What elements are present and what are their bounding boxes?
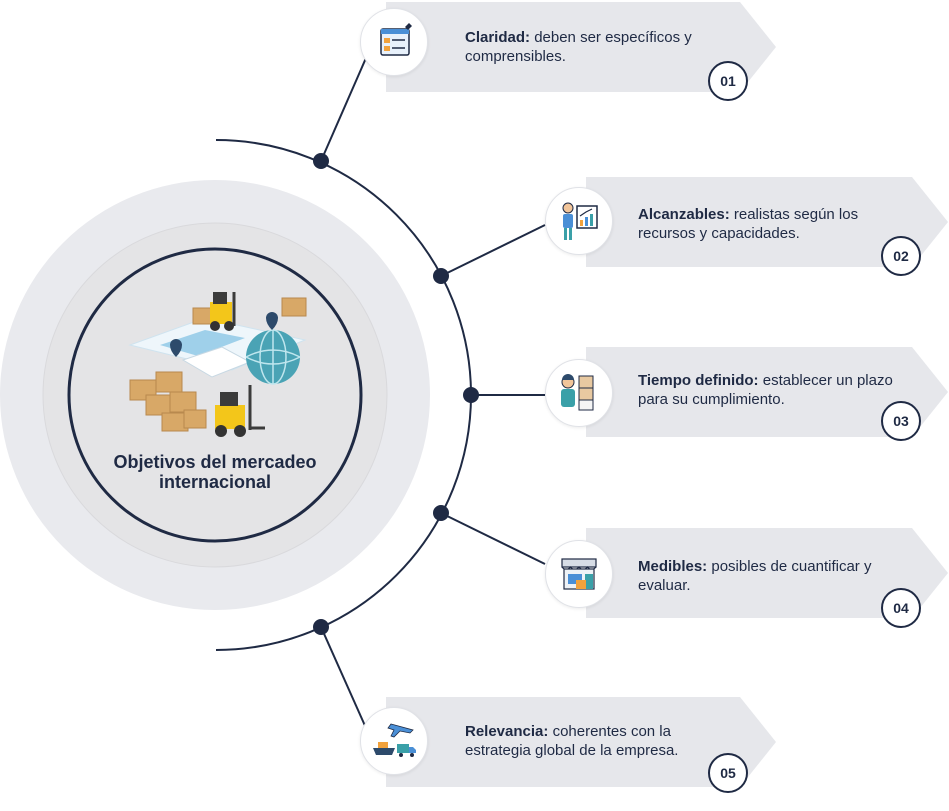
item-03-number-badge: 03 [881,401,921,441]
item-01-term: Claridad: [465,29,531,46]
item-02-text: Alcanzables: realistas según los recurso… [638,205,888,243]
bar-01 [386,2,776,92]
bar-03 [586,347,948,437]
item-04-icon-disc [545,540,613,608]
item-01-text: Claridad: deben ser específicos y compre… [465,28,715,66]
center-title-line1: Objetivos del mercadeo [113,452,317,472]
center-title: Objetivos del mercadeo internacional [95,452,335,492]
item-05-description: coherentes con la estrategia global de l… [465,723,679,759]
item-03-text: Tiempo definido: establecer un plazo par… [638,371,908,409]
connector-line-04 [440,512,546,565]
item-03-icon-disc [545,359,613,427]
item-05-term: Relevancia: [465,723,549,740]
item-01-number-badge: 01 [708,61,748,101]
item-04-description: posibles de cuantificar y evaluar. [638,558,872,594]
item-04-term: Medibles: [638,558,708,575]
connector-dot-01 [313,153,329,169]
storefront-icon [561,558,597,590]
connector-dot-03 [463,387,479,403]
bar-05 [386,697,776,787]
connector-line-02 [440,224,546,277]
item-02-icon-disc [545,187,613,255]
item-03-term: Tiempo definido: [638,372,759,389]
bar-04 [586,528,948,618]
presenter-growth-chart-icon [562,202,598,240]
inner-navy-ring [67,247,363,543]
form-clipboard-icon [380,23,412,56]
center-title-line2: internacional [158,472,272,492]
worker-boxes-icon [561,374,594,411]
plane-ship-truck-icon [373,723,416,757]
item-01-icon-disc [360,8,428,76]
item-04-text: Medibles: posibles de cuantificar y eval… [638,557,898,595]
connector-dot-05 [313,619,329,635]
logistics-illustration [128,292,307,437]
inner-disc [42,222,388,568]
item-05-icon-disc [360,707,428,775]
item-02-term: Alcanzables: [638,206,730,223]
bar-02 [586,177,948,267]
connector-line-01 [320,57,367,162]
connector-line-05 [320,626,367,729]
item-02-number-badge: 02 [881,236,921,276]
item-05-text: Relevancia: coherentes con la estrategia… [465,722,725,760]
item-03-description: establecer un plazo para su cumplimiento… [638,372,893,408]
connector-dot-04 [433,505,449,521]
item-05-number-badge: 05 [708,753,748,793]
item-04-number-badge: 04 [881,588,921,628]
item-02-description: realistas según los recursos y capacidad… [638,206,859,242]
connector-dot-02 [433,268,449,284]
item-01-description: deben ser específicos y comprensibles. [465,29,692,65]
